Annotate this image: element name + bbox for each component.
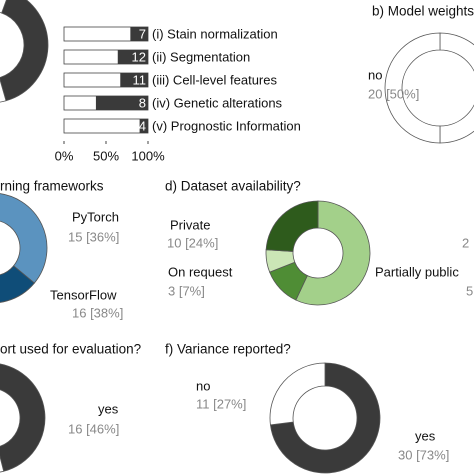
segment-label: PyTorch — [72, 209, 119, 224]
x-tick-label: 100% — [131, 148, 165, 163]
donut-segment — [0, 0, 7, 103]
chart-title: f) Variance reported? — [165, 342, 291, 357]
donut-segment — [0, 363, 46, 472]
bar-count: 4 — [139, 118, 146, 133]
chart-title: rning frameworks — [0, 179, 104, 194]
bar-count: 11 — [133, 72, 147, 87]
segment-label: no — [368, 67, 382, 82]
donut-segment — [265, 200, 319, 252]
donut-segment — [295, 200, 371, 306]
x-tick-label: 50% — [93, 148, 119, 163]
chart-title: b) Model weights — [372, 4, 474, 19]
bar-count: 8 — [139, 95, 146, 110]
bar-category: (v) Prognostic Information — [152, 118, 301, 133]
chart-title: ort used for evaluation? — [0, 342, 141, 357]
bar — [117, 50, 148, 64]
bar-category: (iv) Genetic alterations — [152, 95, 283, 110]
value-label: 11 [27%] — [196, 396, 246, 411]
value-label: 2 — [462, 235, 469, 250]
donut-segment — [0, 193, 48, 284]
bar-count: 7 — [139, 26, 146, 41]
value-label: 3 [7%] — [168, 283, 205, 298]
segment-label: On request — [168, 264, 233, 279]
bar-category: (iii) Cell-level features — [152, 72, 277, 87]
value-label: 16 [46%] — [68, 421, 119, 436]
bar — [95, 96, 148, 110]
segment-label: Partially public — [375, 264, 459, 279]
bar — [120, 73, 148, 87]
segment-label: yes — [415, 428, 436, 443]
donut-segment — [384, 32, 441, 144]
donut-segment — [269, 362, 326, 426]
donut-segment — [439, 32, 474, 144]
chart-title: d) Dataset availability? — [165, 179, 301, 194]
segment-label: yes — [98, 401, 119, 416]
segment-label: TensorFlow — [50, 287, 117, 302]
bar — [139, 119, 148, 133]
x-tick-label: 0% — [55, 148, 74, 163]
donut-segment — [0, 265, 35, 303]
segment-label: no — [196, 378, 210, 393]
value-label: 10 [24%] — [167, 235, 218, 250]
segment-label: Private — [170, 217, 210, 232]
value-label: 5 — [466, 283, 473, 298]
value-label: 16 [38%] — [72, 305, 123, 320]
donut-segment — [269, 362, 381, 474]
donut-segment — [0, 0, 49, 102]
bar-category: (ii) Segmentation — [152, 49, 250, 64]
bar-category: (i) Stain normalization — [152, 26, 278, 41]
bar — [130, 27, 148, 41]
bar-count: 12 — [132, 49, 146, 64]
bar-background — [63, 118, 149, 134]
value-label: 20 [50%] — [368, 86, 419, 101]
value-label: 30 [73%] — [398, 447, 449, 462]
value-label: 15 [36%] — [68, 229, 119, 244]
donut-segment — [0, 455, 5, 473]
